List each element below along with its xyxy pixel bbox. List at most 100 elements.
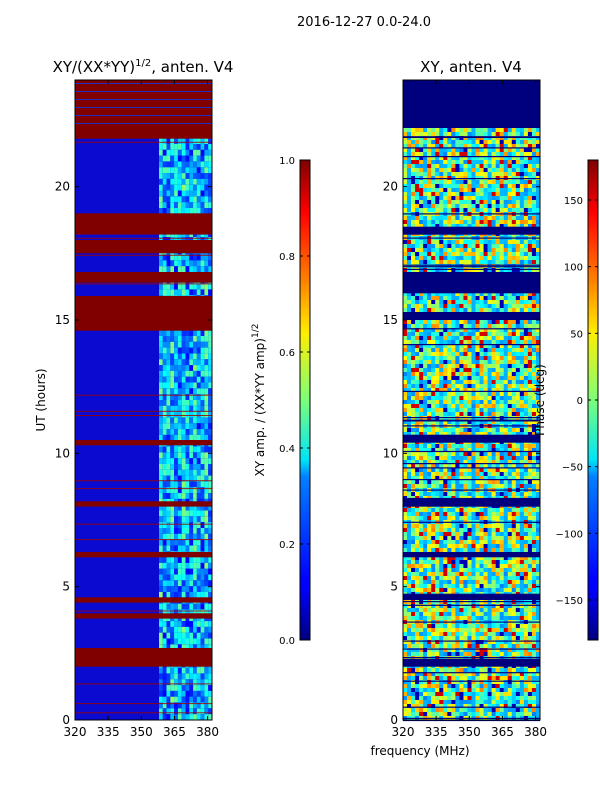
phase-cell xyxy=(483,676,488,681)
phase-cell xyxy=(431,360,436,365)
phase-cell xyxy=(427,612,432,617)
amplitude-cell xyxy=(189,464,194,470)
phase-cell xyxy=(471,428,476,433)
phase-cell xyxy=(479,408,484,413)
phase-cell xyxy=(447,704,452,709)
amplitude-cell xyxy=(181,144,186,150)
amplitude-cell xyxy=(181,138,186,144)
amplitude-cell xyxy=(181,475,186,482)
phase-cell xyxy=(419,180,424,185)
amplitude-cell xyxy=(204,434,209,441)
phase-cell xyxy=(455,412,460,417)
phase-cell xyxy=(439,700,444,705)
phase-cell xyxy=(467,700,472,705)
amplitude-cell xyxy=(196,190,201,197)
phase-cell xyxy=(463,676,468,681)
phase-cell xyxy=(463,580,468,585)
phase-cell xyxy=(479,180,484,185)
phase-cell xyxy=(455,680,460,685)
phase-cell xyxy=(431,456,436,461)
phase-cell xyxy=(459,192,464,197)
phase-cell xyxy=(463,324,468,329)
phase-cell xyxy=(463,208,468,213)
phase-cell xyxy=(435,648,440,653)
phase-cell xyxy=(419,672,424,677)
phase-cell xyxy=(427,364,432,369)
phase-cell xyxy=(431,532,436,537)
phase-cell xyxy=(439,268,444,273)
phase-cell xyxy=(447,200,452,205)
phase-cell xyxy=(459,676,464,681)
phase-cell xyxy=(411,132,416,137)
phase-cell xyxy=(407,512,412,517)
phase-cell xyxy=(475,640,480,645)
phase-cell xyxy=(427,516,432,521)
amplitude-cell xyxy=(159,673,163,680)
amplitude-cell xyxy=(208,673,212,680)
phase-cell xyxy=(463,184,468,189)
amplitude-cell xyxy=(193,173,197,179)
phase-cell xyxy=(451,224,456,229)
phase-cell xyxy=(431,476,436,481)
phase-cell xyxy=(467,448,472,453)
amplitude-cell xyxy=(204,580,209,587)
amplitude-cell xyxy=(185,434,190,441)
phase-cell xyxy=(439,320,444,325)
phase-cell xyxy=(419,308,424,313)
phase-cell xyxy=(415,380,420,385)
phase-cell xyxy=(455,524,460,529)
amplitude-cell xyxy=(204,411,209,418)
phase-cell xyxy=(403,712,408,717)
amplitude-cell xyxy=(162,586,167,592)
phase-cell xyxy=(415,632,420,637)
phase-cell xyxy=(439,364,444,369)
phase-cell xyxy=(467,608,472,613)
amplitude-cell xyxy=(162,208,167,214)
phase-cell xyxy=(463,528,468,533)
phase-cell xyxy=(411,388,416,393)
phase-cell xyxy=(403,356,408,361)
phase-cell xyxy=(467,712,472,717)
phase-cell xyxy=(475,168,480,173)
phase-cell xyxy=(475,428,480,433)
phase-cell xyxy=(443,400,448,405)
amplitude-cell xyxy=(204,446,209,453)
phase-cell xyxy=(447,152,452,157)
phase-cell xyxy=(467,456,472,461)
phase-cell xyxy=(411,612,416,617)
amplitude-cell xyxy=(170,533,175,540)
phase-cell xyxy=(411,144,416,149)
phase-cell xyxy=(427,456,432,461)
amplitude-cell xyxy=(200,586,205,592)
amplitude-cell xyxy=(162,376,167,383)
phase-cell xyxy=(427,256,432,261)
phase-cell xyxy=(471,308,476,313)
amplitude-cell xyxy=(159,283,163,290)
amplitude-stripe xyxy=(75,123,212,124)
amplitude-cell xyxy=(162,702,167,709)
phase-cell xyxy=(419,492,424,497)
phase-cell xyxy=(471,580,476,585)
phase-cell xyxy=(451,356,456,361)
amplitude-cell xyxy=(208,708,212,715)
phase-cell xyxy=(479,580,484,585)
phase-cell xyxy=(479,548,484,553)
amplitude-cell xyxy=(166,178,171,185)
amplitude-cell xyxy=(204,370,209,377)
amplitude-cell xyxy=(181,638,186,645)
amplitude-cell xyxy=(170,714,175,720)
amplitude-cell xyxy=(181,714,186,720)
amplitude-cell xyxy=(159,359,163,366)
phase-cell xyxy=(451,676,456,681)
amplitude-thin-band xyxy=(75,415,212,416)
amplitude-cell xyxy=(170,522,175,528)
phase-cell xyxy=(443,292,448,297)
phase-cell xyxy=(455,240,460,245)
amplitude-saturated-band xyxy=(75,648,212,667)
phase-cell xyxy=(455,388,460,393)
amplitude-cell xyxy=(159,184,163,191)
phase-cell xyxy=(475,484,480,489)
amplitude-cell xyxy=(181,510,186,517)
phase-cell xyxy=(407,380,412,385)
phase-cell xyxy=(479,636,484,641)
